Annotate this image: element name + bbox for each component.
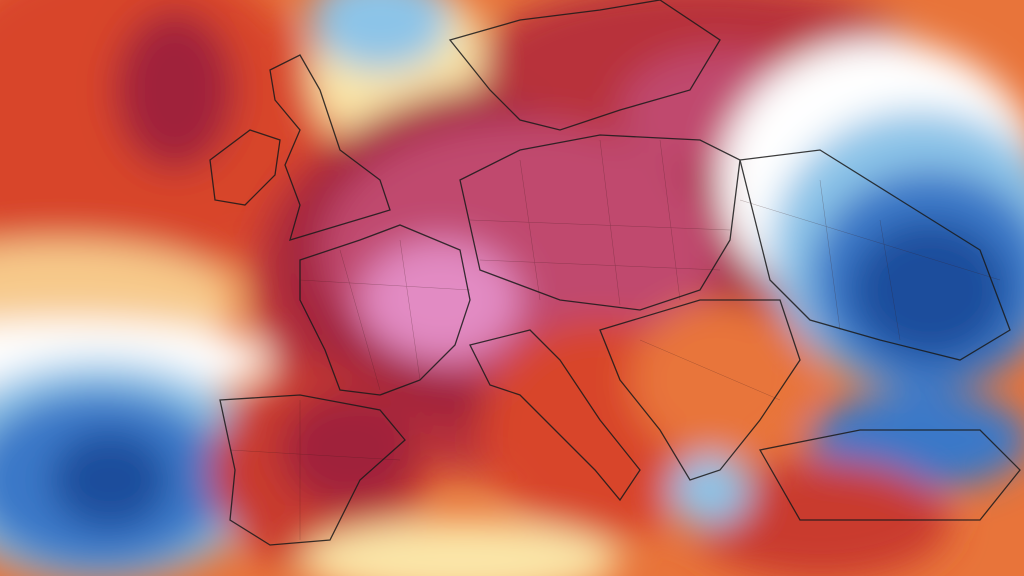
turkey-outline [758, 429, 1021, 521]
atlantic-hot-core [115, 10, 235, 170]
north-africa-pale [300, 520, 620, 576]
france-outline [299, 224, 471, 396]
balkans-warm [630, 300, 810, 460]
north-sea-cool [310, 0, 450, 70]
iberia-very-hot [280, 390, 420, 510]
border-line [399, 239, 421, 381]
border-line [599, 139, 621, 306]
region-borders [229, 139, 1001, 540]
east-cold-core [850, 220, 1010, 360]
border-line [659, 139, 681, 301]
border-line [639, 339, 781, 401]
border-line [299, 279, 471, 291]
france-peak [360, 240, 520, 360]
border-line [479, 259, 721, 271]
eastern-europe-outline [739, 149, 1011, 361]
great-britain-outline [269, 54, 391, 241]
iberia-outline [219, 394, 406, 546]
atlantic-cold-core [50, 430, 170, 530]
coastlines [209, 0, 1021, 546]
border-line [739, 199, 1001, 281]
border-line [339, 249, 381, 391]
aegean-hot [690, 460, 950, 576]
border-line [879, 219, 901, 341]
balkans-outline [599, 299, 801, 481]
border-line [229, 449, 401, 461]
central-europe-outline [459, 134, 741, 311]
ireland-outline [209, 129, 281, 206]
scandinavia-outline [448, 0, 721, 131]
border-line [819, 179, 841, 331]
greece-cool [670, 455, 750, 525]
border-line [519, 159, 541, 301]
italy-outline [469, 329, 641, 502]
border-line [469, 219, 731, 231]
